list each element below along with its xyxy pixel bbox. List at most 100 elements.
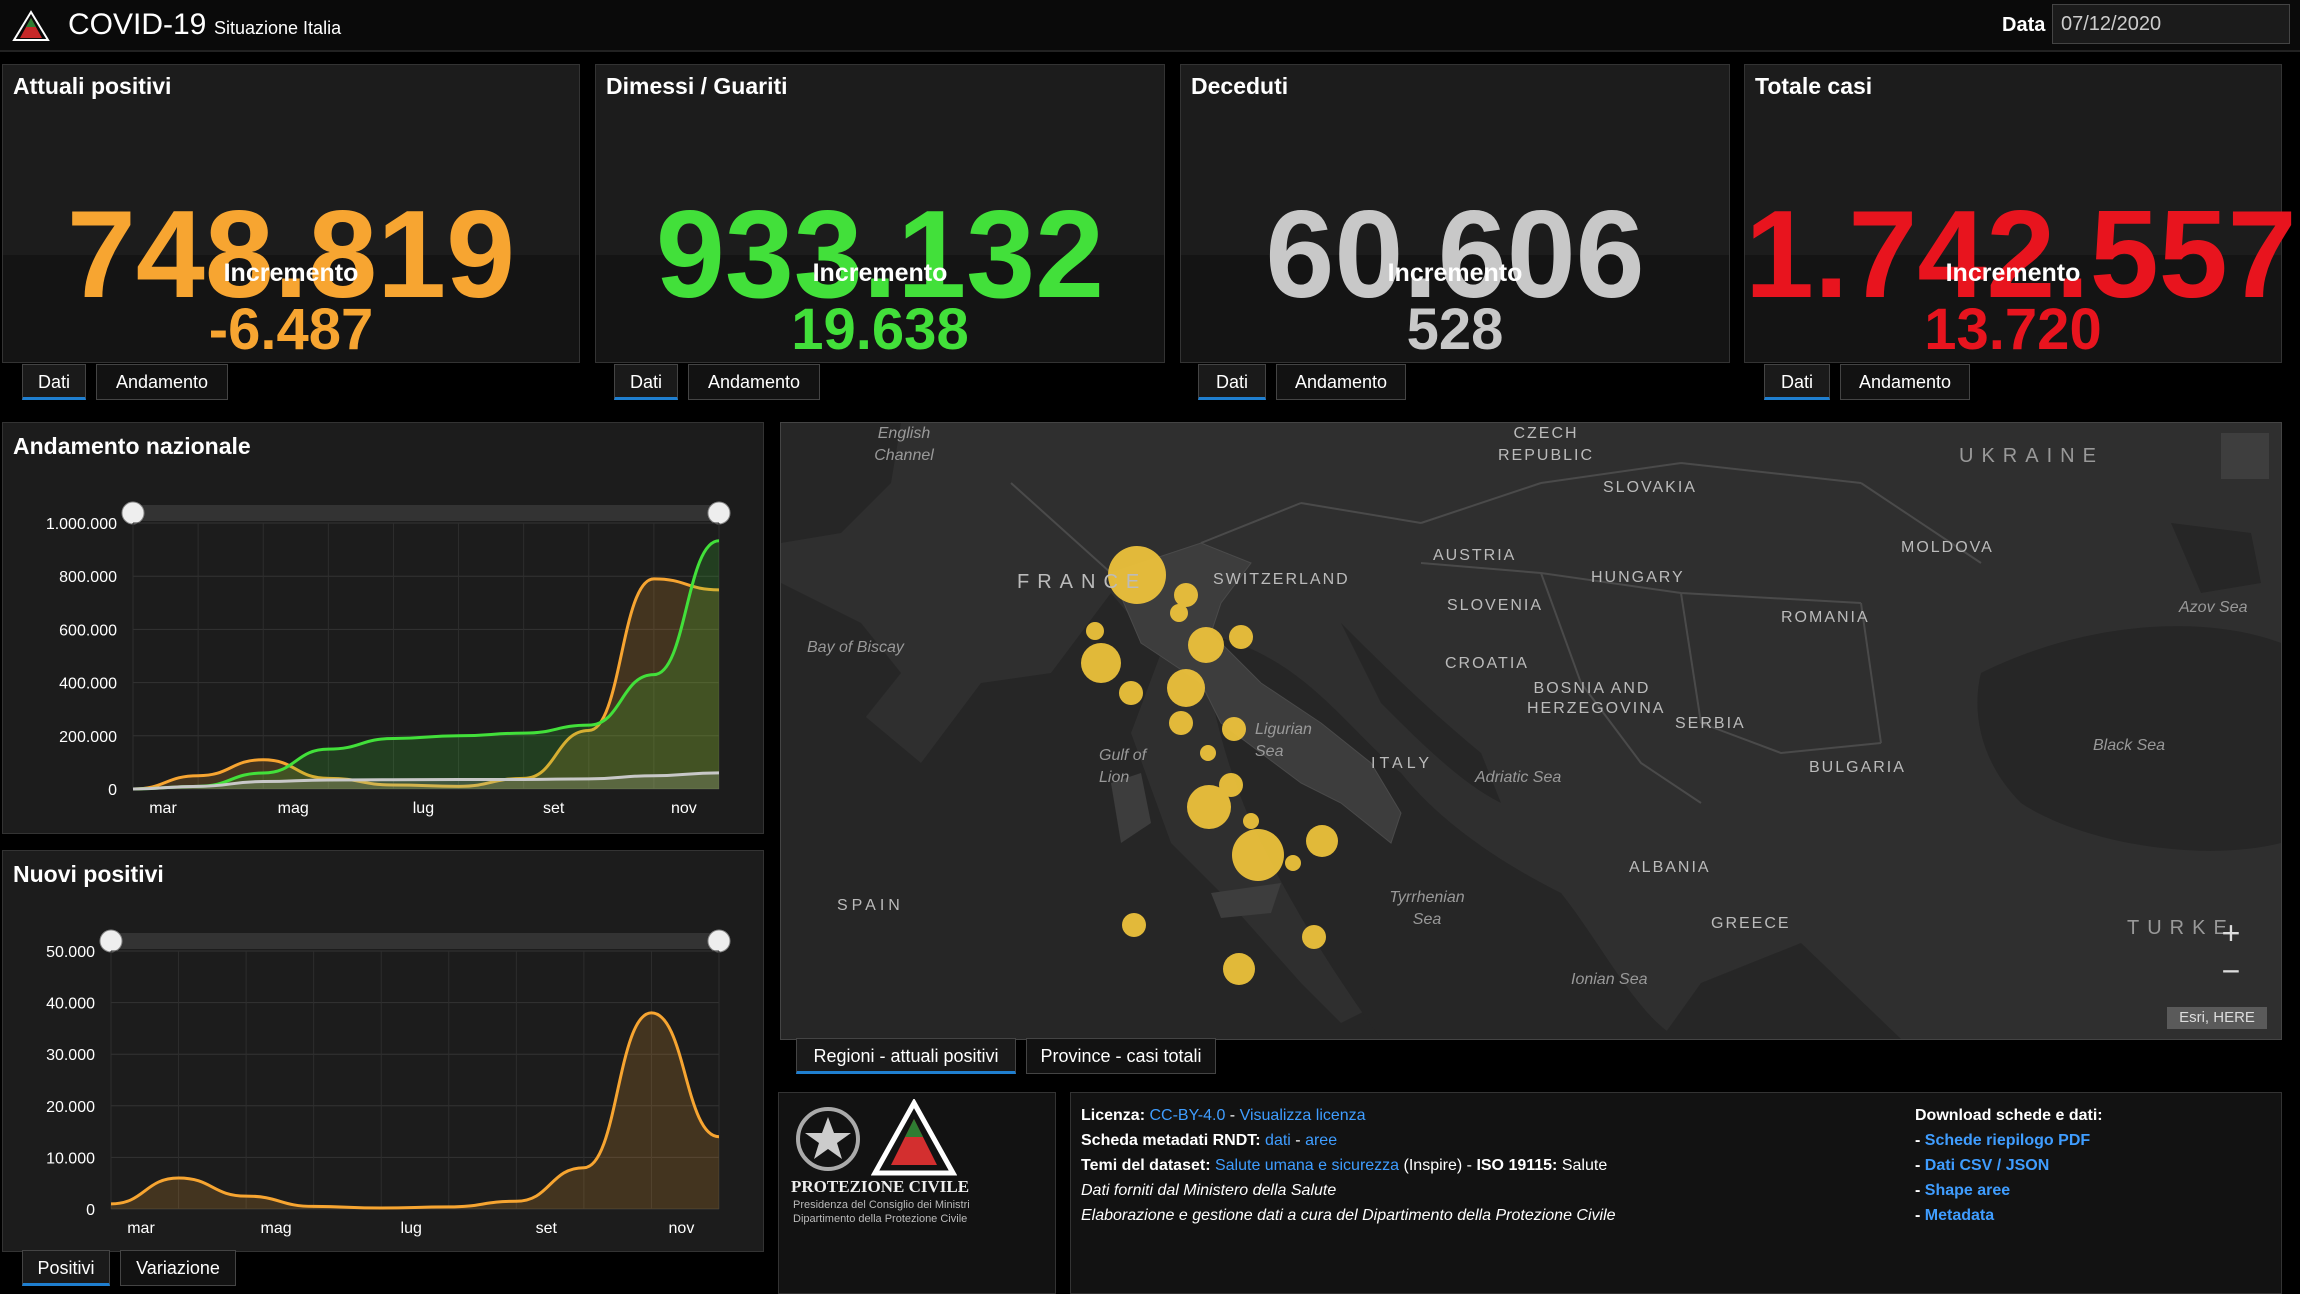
stat-title: Totale casi <box>1755 73 1873 99</box>
temi-iso: ISO 19115: <box>1476 1157 1558 1174</box>
download-pdf-link[interactable]: Schede riepilogo PDF <box>1924 1132 2091 1149</box>
republic-emblem-icon <box>796 1107 860 1171</box>
header-bar: COVID-19 Situazione Italia Data <box>0 0 2300 52</box>
map-label-slovenia: SLOVENIA <box>1447 597 1544 614</box>
y-tick-label: 10.000 <box>46 1150 95 1167</box>
protezione-civile-logo-icon <box>12 10 50 41</box>
map-label-serbia: SERBIA <box>1675 715 1746 732</box>
zoom-out-button[interactable]: − <box>2221 953 2241 989</box>
x-tick-label: nov <box>671 800 697 817</box>
data-source-line: Dati forniti dal Ministero della Salute <box>1081 1182 1337 1199</box>
tab-andamento[interactable]: Andamento <box>1840 364 1970 400</box>
licenza-label: Licenza: <box>1081 1107 1146 1124</box>
tab-andamento[interactable]: Andamento <box>96 364 228 400</box>
stat-panel-totale-casi: Totale casi 1.742.557 Incremento 13.720 <box>1744 64 2297 363</box>
tab-dati[interactable]: Dati <box>1198 364 1266 400</box>
x-tick-label: lug <box>401 1220 422 1237</box>
map-label-croatia: CROATIA <box>1445 655 1529 672</box>
range-slider-handle-left[interactable] <box>121 501 145 525</box>
x-tick-label: nov <box>669 1220 695 1237</box>
range-slider-track <box>111 933 719 949</box>
tab-variazione[interactable]: Variazione <box>120 1250 236 1286</box>
licenza-link[interactable]: CC-BY-4.0 <box>1149 1107 1226 1124</box>
download-title: Download schede e dati: <box>1915 1107 2103 1124</box>
range-slider-handle-right[interactable] <box>707 501 731 525</box>
protezione-civile-emblem-icon <box>871 1099 957 1176</box>
tab-regioni[interactable]: Regioni - attuali positivi <box>796 1038 1016 1074</box>
x-tick-label: lug <box>413 800 434 817</box>
footer-info-panel: Licenza: CC-BY-4.0 - Visualizza licenza … <box>1070 1092 2282 1294</box>
download-item: - Dati CSV / JSON <box>1915 1157 2050 1174</box>
temi-link[interactable]: Salute umana e sicurezza <box>1214 1157 1400 1174</box>
map-label-gulf-of-lion: Gulf of Lion <box>1099 747 1147 786</box>
scheda-aree-link[interactable]: aree <box>1305 1132 1338 1149</box>
range-slider-handle-left[interactable] <box>99 929 123 953</box>
footer-logo-sub1: Presidenza del Consiglio dei Ministri <box>793 1199 970 1211</box>
y-tick-label: 800.000 <box>59 569 117 586</box>
map-label-slovakia: SLOVAKIA <box>1603 479 1697 496</box>
series-line <box>132 577 720 791</box>
map-label-albania: ALBANIA <box>1629 859 1711 876</box>
download-metadata-link[interactable]: Metadata <box>1924 1207 1995 1224</box>
licenza-line: Licenza: CC-BY-4.0 - Visualizza licenza <box>1081 1107 1366 1124</box>
download-csv-link[interactable]: Dati CSV / JSON <box>1924 1157 2050 1174</box>
map-attribution[interactable]: Esri, HERE <box>2167 1007 2267 1029</box>
range-slider-handle-right[interactable] <box>707 929 731 953</box>
y-tick-label: 600.000 <box>59 622 117 639</box>
visualizza-licenza-link[interactable]: Visualizza licenza <box>1239 1107 1366 1124</box>
tab-province[interactable]: Province - casi totali <box>1026 1038 1216 1074</box>
stat-value: 933.132 <box>655 186 1105 324</box>
footer-logo-title: PROTEZIONE CIVILE <box>791 1177 970 1196</box>
map-label-azov-sea: Azov Sea <box>2179 599 2248 616</box>
map-label-ligurian-sea: Ligurian Sea <box>1255 721 1312 760</box>
increment-area <box>1745 255 2281 362</box>
tab-positivi[interactable]: Positivi <box>22 1250 110 1286</box>
map-label-hungary: HUNGARY <box>1591 569 1685 586</box>
stat-value: 60.606 <box>1265 186 1645 324</box>
download-shape-link[interactable]: Shape aree <box>1924 1182 2011 1199</box>
increment-value: 13.720 <box>1924 297 2102 362</box>
date-input[interactable] <box>2052 4 2290 44</box>
x-tick-label: set <box>543 800 565 817</box>
new-positives-chart: 0 10.000 20.000 30.000 40.000 50.000 mar mag lug… <box>46 929 731 1237</box>
tab-andamento[interactable]: Andamento <box>1276 364 1406 400</box>
map-view[interactable]: English Channel CZECH REPUBLIC UKRAINE S… <box>780 422 2282 1040</box>
app-subtitle: Situazione Italia <box>214 18 342 38</box>
map-label-turkey: TURKE <box>2127 917 2235 939</box>
scheda-dati-link[interactable]: dati <box>1265 1132 1291 1149</box>
date-label: Data <box>2002 14 2046 36</box>
stat-title: Dimessi / Guariti <box>606 73 788 99</box>
x-tick-label: mar <box>127 1220 155 1237</box>
download-item: - Shape aree <box>1915 1182 2011 1199</box>
increment-area <box>3 255 579 362</box>
map-label-bosnia: BOSNIA AND HERZEGOVINA <box>1527 680 1666 717</box>
temi-salute: Salute <box>1561 1157 1608 1174</box>
stat-title: Attuali positivi <box>13 73 172 99</box>
tab-dati[interactable]: Dati <box>22 364 86 400</box>
map-label-ukraine: UKRAINE <box>1959 445 2104 467</box>
map-label-greece: GREECE <box>1711 915 1791 932</box>
temi-inspire: (Inspire) - <box>1403 1157 1472 1174</box>
map-label-bay-of-biscay: Bay of Biscay <box>807 639 904 656</box>
map-label-spain: SPAIN <box>837 897 904 914</box>
zoom-in-button[interactable]: + <box>2221 915 2241 951</box>
map-label-france: FRANCE <box>1017 571 1148 593</box>
new-positives-panel: Nuovi positivi 0 10.000 20.000 30.000 40.000… <box>2 850 764 1252</box>
footer-logo-panel: PROTEZIONE CIVILE Presidenza del Consigl… <box>778 1092 1056 1294</box>
map-label-tyrrhenian-sea: Tyrrhenian Sea <box>1389 889 1465 928</box>
tab-dati[interactable]: Dati <box>614 364 678 400</box>
stat-panel-dimessi-guariti: Dimessi / Guariti 933.132 Incremento 19.… <box>595 64 1165 363</box>
increment-area <box>596 255 1164 362</box>
tab-andamento[interactable]: Andamento <box>688 364 820 400</box>
stat-value: 748.819 <box>66 186 516 324</box>
map-label-switzerland: SWITZERLAND <box>1213 571 1350 588</box>
y-tick-label: 20.000 <box>46 1099 95 1116</box>
increment-value: -6.487 <box>208 297 374 362</box>
x-tick-label: mar <box>149 800 177 817</box>
elaboration-line: Elaborazione e gestione dati a cura del … <box>1081 1207 1616 1224</box>
tab-dati[interactable]: Dati <box>1764 364 1830 400</box>
map-label-adriatic-sea: Adriatic Sea <box>1475 769 1562 786</box>
series-area <box>111 1012 719 1209</box>
map-basemap <box>781 423 2281 1039</box>
map-label-italy: ITALY <box>1371 755 1434 772</box>
